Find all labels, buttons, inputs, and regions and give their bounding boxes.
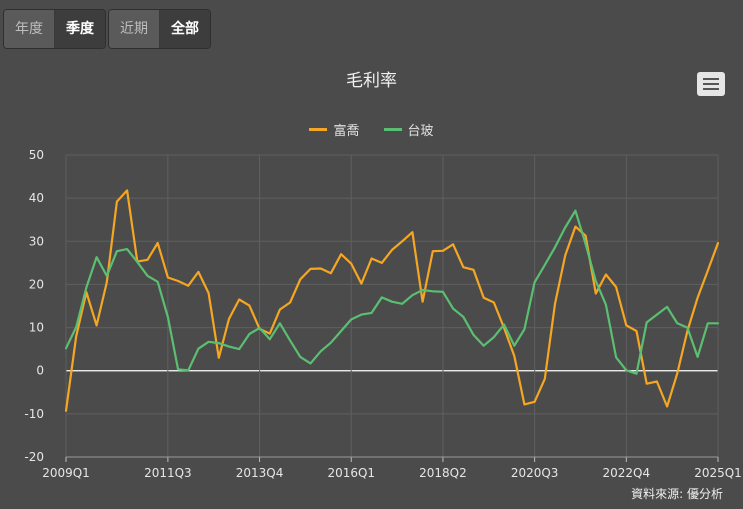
period-tabs: 年度 季度 近期 全部 (3, 9, 211, 49)
tab-annual[interactable]: 年度 (4, 10, 55, 48)
y-tick-label: 20 (29, 277, 44, 291)
legend-swatch-series-2 (383, 128, 402, 131)
x-tick-label: 2020Q3 (511, 466, 559, 480)
tab-all[interactable]: 全部 (160, 10, 210, 48)
frequency-tab-group: 年度 季度 (3, 9, 106, 49)
legend-swatch-series-1 (309, 128, 328, 131)
menu-icon-line-3 (703, 88, 719, 90)
x-tick-label: 2013Q4 (236, 466, 284, 480)
series-line-2[interactable] (64, 209, 720, 375)
series-line-1[interactable] (64, 189, 720, 412)
x-tick-label: 2009Q1 (42, 466, 90, 480)
legend-item-series-2[interactable]: 台玻 (383, 120, 434, 139)
y-tick-label: 40 (29, 191, 44, 205)
y-tick-label: 50 (29, 148, 44, 162)
x-tick-label: 2018Q2 (419, 466, 467, 480)
legend-label-series-1: 富喬 (333, 124, 360, 139)
x-tick-label: 2025Q1 (694, 466, 742, 480)
x-tick-label: 2011Q3 (144, 466, 192, 480)
axis-layer: -20 -10 0 10 20 30 40 50 2009Q1 2011Q3 2013Q4 2016Q… (24, 148, 741, 480)
chart-legend: 富喬 台玻 (0, 120, 743, 139)
chart-menu-button[interactable] (697, 72, 725, 96)
y-tick-label: 10 (29, 321, 44, 335)
data-source-note: 資料來源: 優分析 (631, 487, 723, 501)
y-tick-label: -10 (24, 407, 44, 421)
series-layer (64, 189, 720, 412)
x-tick-label: 2016Q1 (327, 466, 375, 480)
legend-label-series-2: 台玻 (407, 124, 434, 139)
chart-title: 毛利率 (346, 71, 397, 91)
menu-icon-line-2 (703, 83, 719, 85)
y-tick-label: 0 (36, 364, 44, 378)
tab-recent[interactable]: 近期 (109, 10, 160, 48)
tab-quarterly[interactable]: 季度 (55, 10, 105, 48)
y-tick-label: -20 (24, 450, 44, 464)
y-tick-label: 30 (29, 234, 44, 248)
menu-icon (703, 78, 719, 80)
range-tab-group: 近期 全部 (108, 9, 211, 49)
legend-item-series-1[interactable]: 富喬 (309, 120, 360, 139)
x-tick-label: 2022Q4 (603, 466, 651, 480)
